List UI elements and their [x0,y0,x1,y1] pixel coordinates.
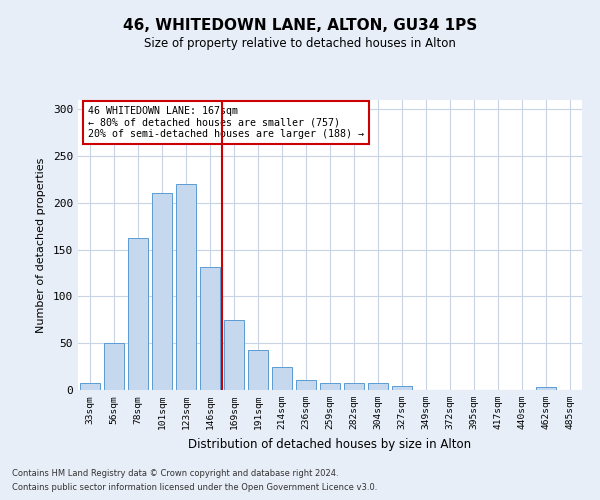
Y-axis label: Number of detached properties: Number of detached properties [36,158,46,332]
X-axis label: Distribution of detached houses by size in Alton: Distribution of detached houses by size … [188,438,472,450]
Bar [536,387,556,390]
Text: Size of property relative to detached houses in Alton: Size of property relative to detached ho… [144,38,456,51]
Bar [248,350,268,390]
Text: Contains HM Land Registry data © Crown copyright and database right 2024.: Contains HM Land Registry data © Crown c… [12,468,338,477]
Text: Contains public sector information licensed under the Open Government Licence v3: Contains public sector information licen… [12,484,377,492]
Bar [176,184,196,390]
Bar [152,192,172,390]
Bar [392,386,412,390]
Bar [104,343,124,390]
Bar [128,238,148,390]
Bar [296,380,316,390]
Bar [368,384,388,390]
Bar [224,320,244,390]
Text: 46, WHITEDOWN LANE, ALTON, GU34 1PS: 46, WHITEDOWN LANE, ALTON, GU34 1PS [123,18,477,32]
Text: 46 WHITEDOWN LANE: 167sqm
← 80% of detached houses are smaller (757)
20% of semi: 46 WHITEDOWN LANE: 167sqm ← 80% of detac… [88,106,364,139]
Bar [80,384,100,390]
Bar [320,382,340,390]
Bar [200,266,220,390]
Bar [272,366,292,390]
Bar [344,384,364,390]
